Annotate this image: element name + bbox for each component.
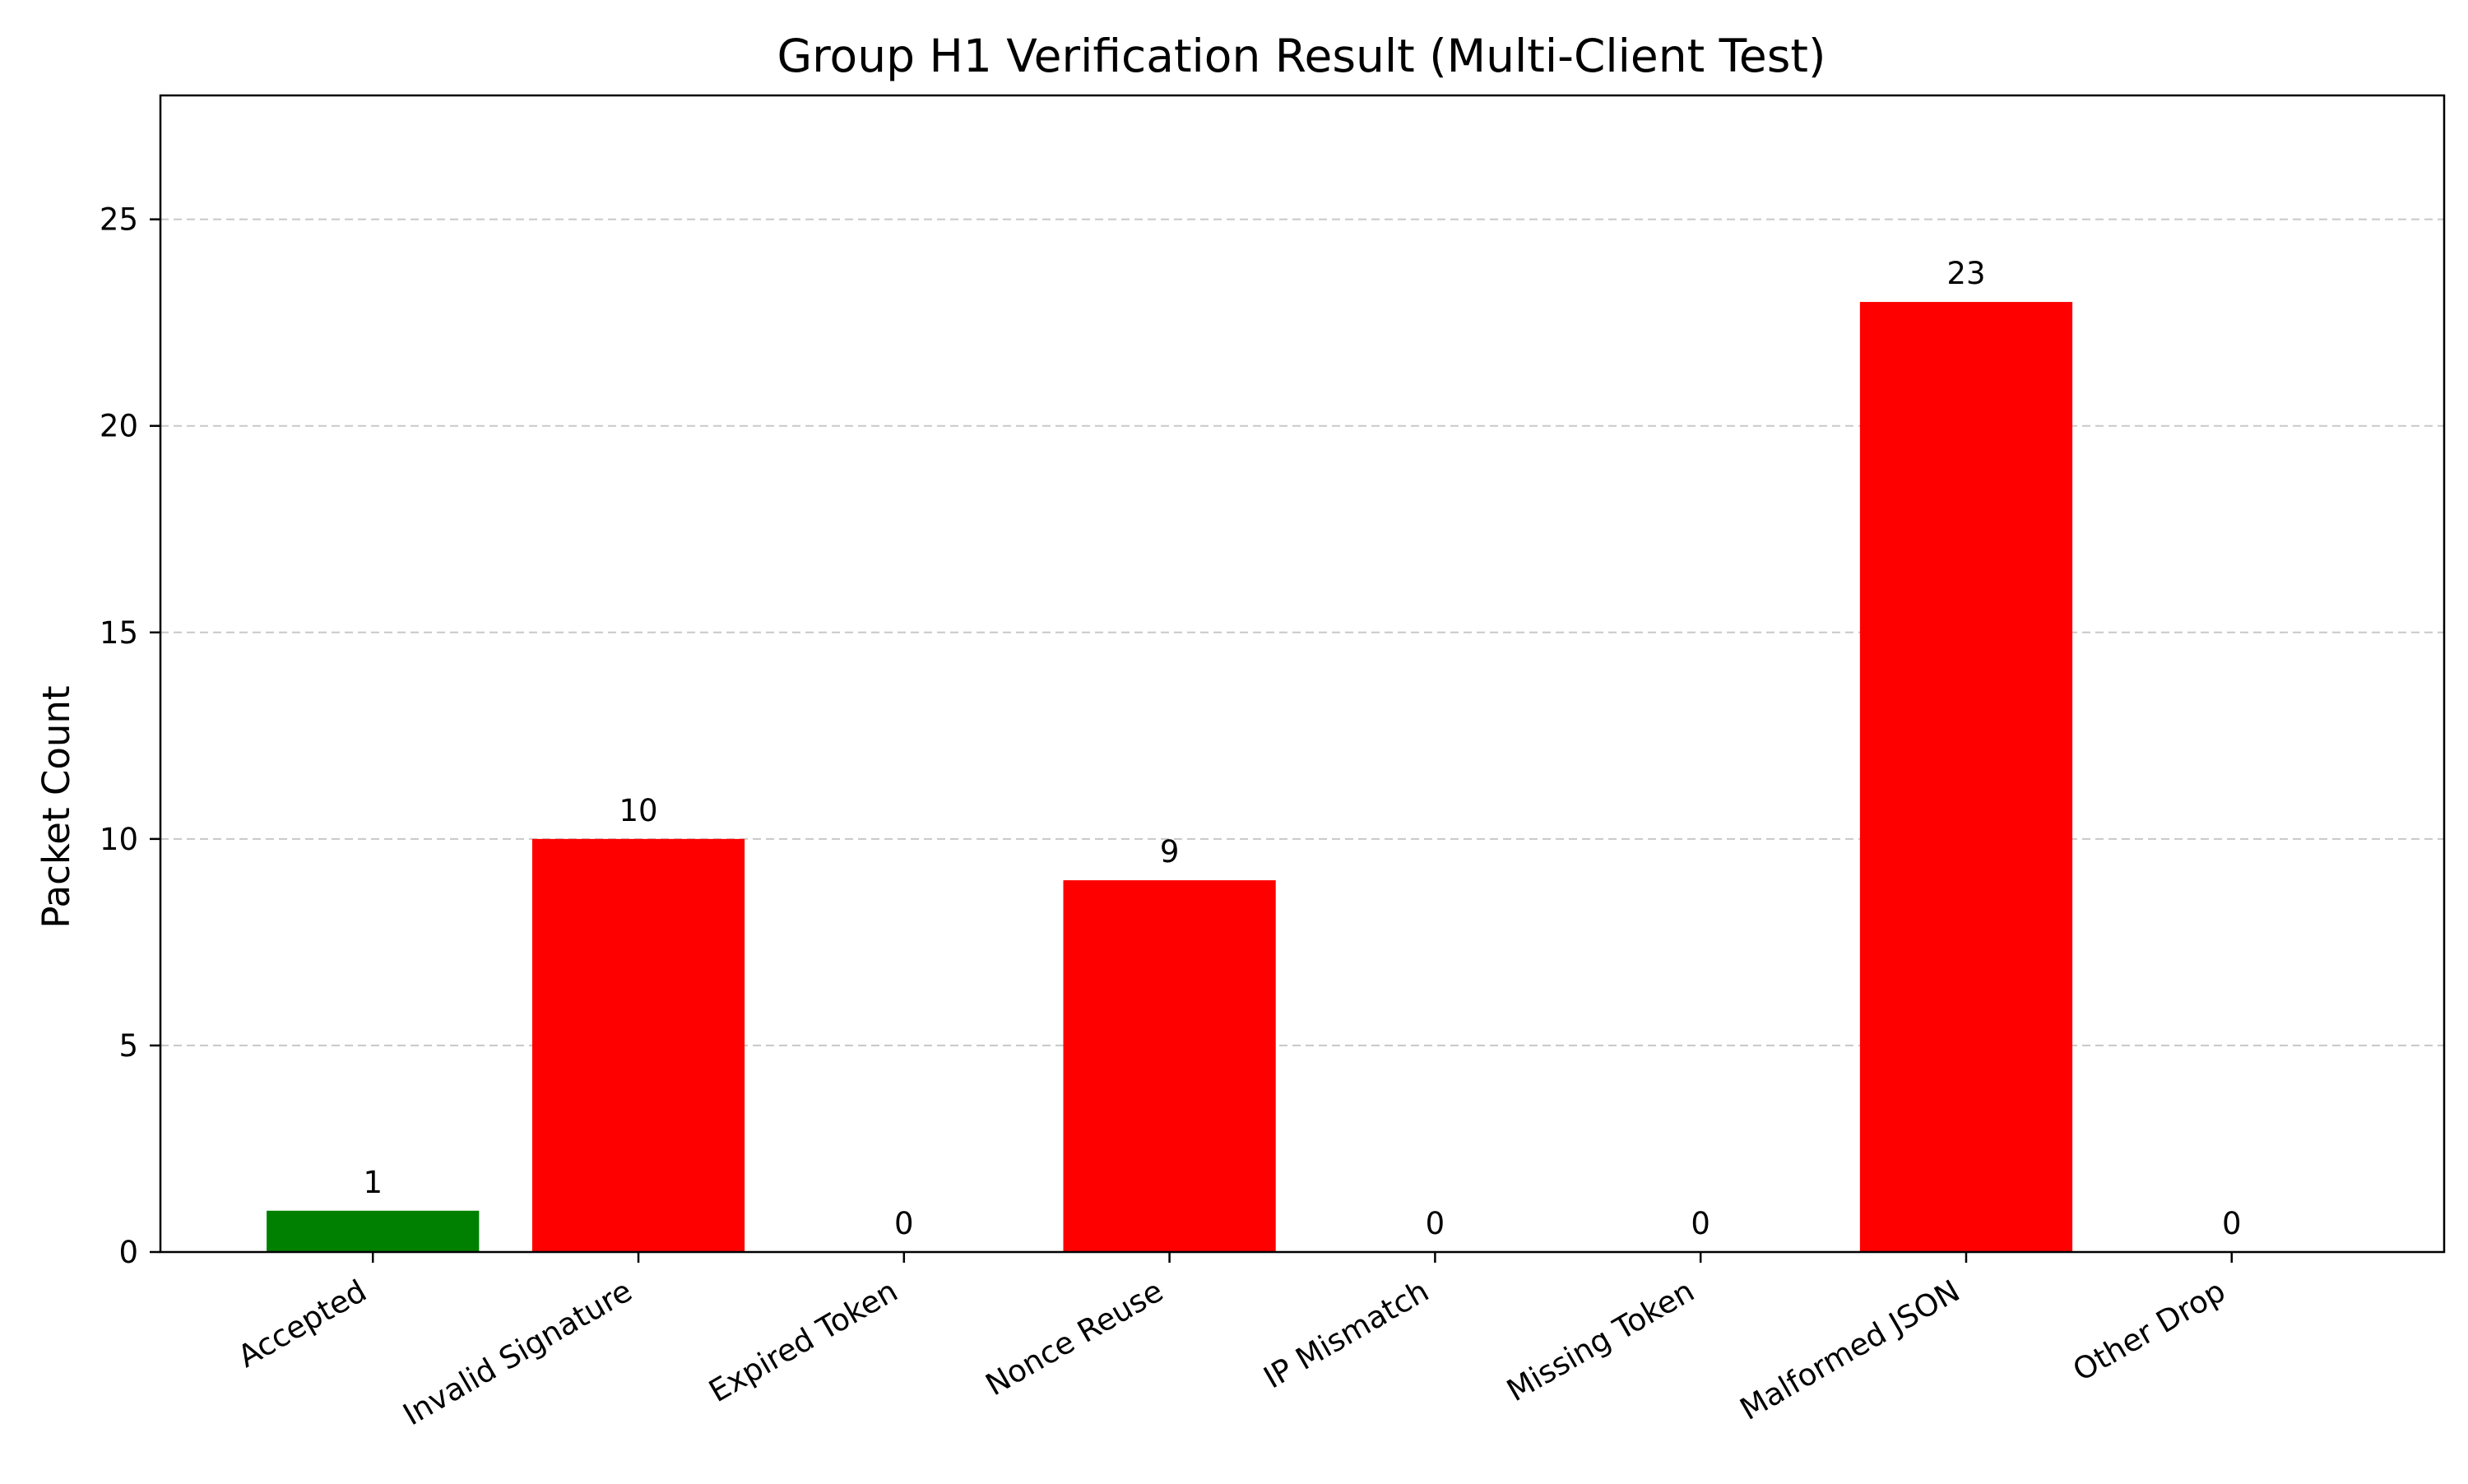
bar-value-label: 23	[1946, 256, 1985, 291]
y-tick-label: 15	[100, 615, 138, 651]
bar	[267, 1210, 480, 1252]
bar-value-label: 0	[1691, 1206, 1710, 1241]
bar	[531, 838, 745, 1252]
bar-value-label: 1	[363, 1165, 383, 1200]
bar-value-label: 0	[1426, 1206, 1445, 1241]
bars	[267, 302, 2073, 1253]
bar-value-label: 0	[2222, 1206, 2242, 1241]
y-tick-label: 0	[118, 1235, 138, 1270]
bar	[1859, 302, 2073, 1253]
bar-value-label: 9	[1160, 834, 1180, 870]
y-axis-ticks: 0 5 10 15 20 25	[100, 202, 160, 1270]
y-tick-label: 25	[100, 202, 138, 238]
y-tick-label: 10	[100, 822, 138, 857]
y-axis-label: Packet Count	[35, 685, 78, 928]
plot-frame	[159, 94, 2446, 1254]
bar-value-labels: 1 10 0 9 0 0 23 0	[363, 256, 2241, 1241]
y-tick-label: 20	[100, 409, 138, 444]
bar-value-label: 10	[619, 793, 657, 828]
bar-value-label: 0	[894, 1206, 914, 1241]
bar	[1063, 880, 1276, 1252]
y-tick-label: 5	[118, 1028, 138, 1064]
chart-title: Group H1 Verification Result (Multi-Clie…	[777, 30, 1826, 82]
